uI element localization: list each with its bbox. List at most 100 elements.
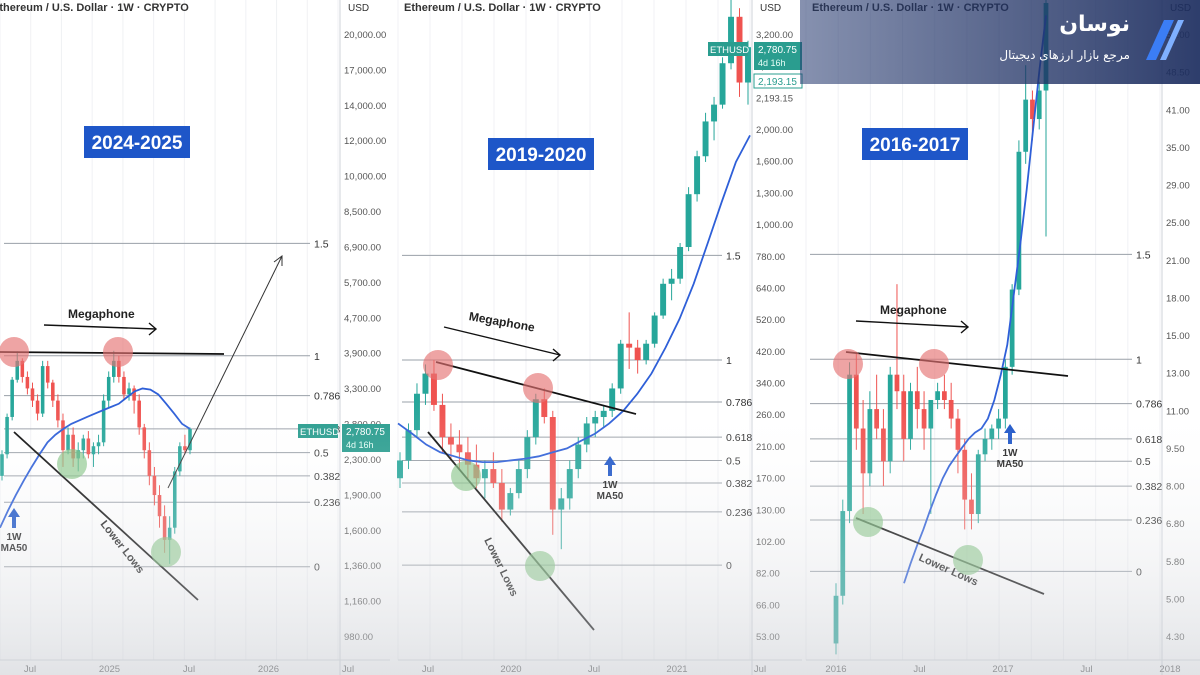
candle-body xyxy=(935,391,940,400)
bottom-fade-overlay xyxy=(0,400,1200,675)
y-tick-label: 41.00 xyxy=(1166,105,1190,116)
megaphone-arrow xyxy=(855,320,969,328)
candle-body xyxy=(1009,289,1015,367)
chart-title: Ethereum / U.S. Dollar · 1W · CRYPTO xyxy=(0,2,189,14)
red-highlight-circle xyxy=(0,337,29,367)
y-tick-label: 520.00 xyxy=(756,315,785,326)
y-tick-label: 21.00 xyxy=(1166,256,1190,267)
brand-name: نوسان xyxy=(1059,12,1130,37)
candle-body xyxy=(643,343,650,361)
candle-body xyxy=(685,194,692,248)
candle-body xyxy=(728,16,734,64)
y-tick-label: 8,500.00 xyxy=(344,207,381,218)
fib-level-label: 0.786 xyxy=(314,391,340,403)
y-tick-label: 1,000.00 xyxy=(756,220,793,231)
candle-body xyxy=(45,366,50,383)
megaphone-arrowhead xyxy=(148,322,158,336)
red-highlight-circle xyxy=(833,349,863,379)
y-tick-label: 2,000.00 xyxy=(756,125,793,136)
candle-body xyxy=(745,47,751,83)
y-tick-label: 2,193.15 xyxy=(756,93,793,104)
y-unit-label: USD xyxy=(760,3,781,14)
candle-body xyxy=(668,278,675,284)
candle-body xyxy=(626,343,633,348)
y-tick-label: 420.00 xyxy=(756,347,785,358)
candle-body xyxy=(894,374,900,392)
candle-body xyxy=(719,63,726,105)
candle-body xyxy=(117,360,121,377)
candle-body xyxy=(106,376,111,401)
candle-body xyxy=(15,360,20,380)
y-tick-label: 13.00 xyxy=(1166,369,1190,380)
candle-body xyxy=(609,388,616,411)
y-tick-label: 3,200.00 xyxy=(756,30,793,41)
price-tag xyxy=(754,42,802,70)
period-label-box xyxy=(84,126,190,158)
y-tick-label: 640.00 xyxy=(756,283,785,294)
megaphone-arrowhead xyxy=(552,348,562,362)
candle-body xyxy=(617,343,624,389)
y-tick-label: 14,000.00 xyxy=(344,101,386,112)
candle-body xyxy=(132,388,136,401)
y-tick-label: 10,000.00 xyxy=(344,172,386,183)
candle-body xyxy=(25,376,30,389)
y-tick-label: 780.00 xyxy=(756,252,785,263)
candle-body xyxy=(40,366,45,414)
red-highlight-circle xyxy=(423,350,453,380)
chart-title: Ethereum / U.S. Dollar · 1W · CRYPTO xyxy=(404,2,601,14)
projection-arrowhead xyxy=(273,255,283,266)
fib-level-label: 1.5 xyxy=(1136,249,1151,261)
candle-body xyxy=(702,121,709,157)
candle-body xyxy=(422,373,429,394)
period-label-box xyxy=(862,128,968,160)
y-tick-label: 20,000.00 xyxy=(344,30,386,41)
candle-body xyxy=(694,156,701,195)
fib-level-label: 1.5 xyxy=(726,250,741,262)
fib-level-label: 1 xyxy=(1136,354,1142,366)
candle-body xyxy=(30,388,35,401)
y-tick-label: 1,300.00 xyxy=(756,188,793,199)
candle-body xyxy=(1023,99,1029,152)
candle-body xyxy=(51,382,55,401)
period-label-box xyxy=(488,138,594,170)
y-tick-label: 3,300.00 xyxy=(344,384,381,395)
brand-banner: نوسان مرجع بازار ارزهای دیجیتال xyxy=(800,0,1200,84)
red-highlight-circle xyxy=(523,373,553,403)
candle-body xyxy=(112,360,116,377)
period-label: 2024-2025 xyxy=(92,133,183,154)
candle-body xyxy=(1030,99,1035,120)
prev-price-value: 2,193.15 xyxy=(758,77,797,88)
candle-body xyxy=(677,247,684,279)
fib-level-label: 1 xyxy=(314,351,320,363)
y-tick-label: 18.00 xyxy=(1166,293,1190,304)
y-tick-label: 12,000.00 xyxy=(344,136,386,147)
y-tick-label: 15.00 xyxy=(1166,331,1190,342)
period-label: 2019-2020 xyxy=(496,145,587,166)
candle-body xyxy=(1002,366,1008,419)
red-highlight-circle xyxy=(103,337,133,367)
fib-level-label: 1 xyxy=(726,355,732,367)
megaphone-arrow xyxy=(443,326,561,356)
candle-body xyxy=(711,104,718,122)
period-label: 2016-2017 xyxy=(870,135,961,156)
megaphone-label: Megaphone xyxy=(68,307,135,321)
y-tick-label: 3,900.00 xyxy=(344,349,381,360)
y-tick-label: 1,600.00 xyxy=(756,157,793,168)
brand-subtitle: مرجع بازار ارزهای دیجیتال xyxy=(999,48,1130,62)
y-tick-label: 4,700.00 xyxy=(344,313,381,324)
candle-body xyxy=(634,347,641,361)
price-countdown: 4d 16h xyxy=(758,58,786,68)
y-tick-label: 5,700.00 xyxy=(344,278,381,289)
ticker-name: ETHUSD xyxy=(710,45,749,56)
candle-body xyxy=(651,315,658,344)
y-tick-label: 340.00 xyxy=(756,379,785,390)
candle-body xyxy=(127,388,131,395)
candle-body xyxy=(1036,90,1042,120)
candle-body xyxy=(430,373,437,405)
y-unit-label: USD xyxy=(348,3,369,14)
megaphone-arrow xyxy=(43,324,157,330)
candle-body xyxy=(122,376,126,395)
candle-body xyxy=(10,379,14,417)
